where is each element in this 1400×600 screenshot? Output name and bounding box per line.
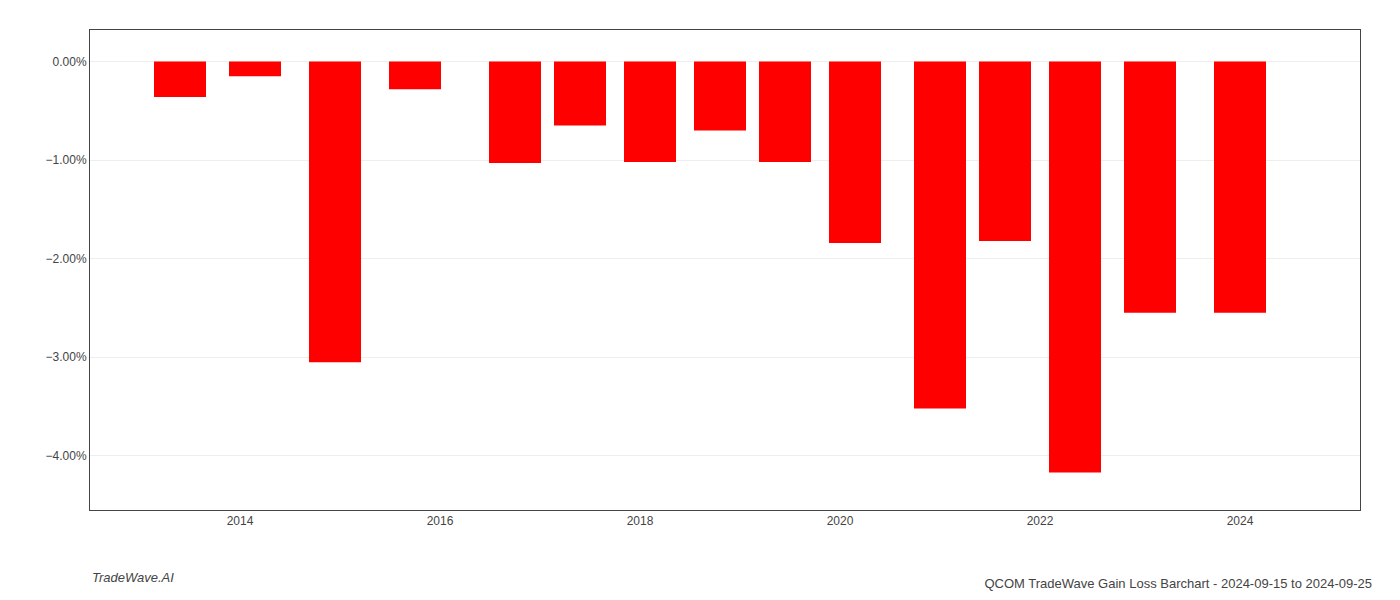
- svg-text:−2.00%: −2.00%: [46, 252, 87, 266]
- svg-text:−1.00%: −1.00%: [46, 153, 87, 167]
- svg-text:2022: 2022: [1027, 514, 1054, 528]
- svg-text:−3.00%: −3.00%: [46, 350, 87, 364]
- svg-text:2020: 2020: [827, 514, 854, 528]
- svg-text:2014: 2014: [227, 514, 254, 528]
- svg-text:QCOM TradeWave Gain Loss Barch: QCOM TradeWave Gain Loss Barchart - 2024…: [984, 576, 1372, 591]
- svg-text:0.00%: 0.00%: [53, 55, 87, 69]
- svg-text:2024: 2024: [1227, 514, 1254, 528]
- svg-text:2018: 2018: [627, 514, 654, 528]
- svg-text:−4.00%: −4.00%: [46, 449, 87, 463]
- svg-text:TradeWave.AI: TradeWave.AI: [92, 570, 174, 585]
- svg-text:2016: 2016: [427, 514, 454, 528]
